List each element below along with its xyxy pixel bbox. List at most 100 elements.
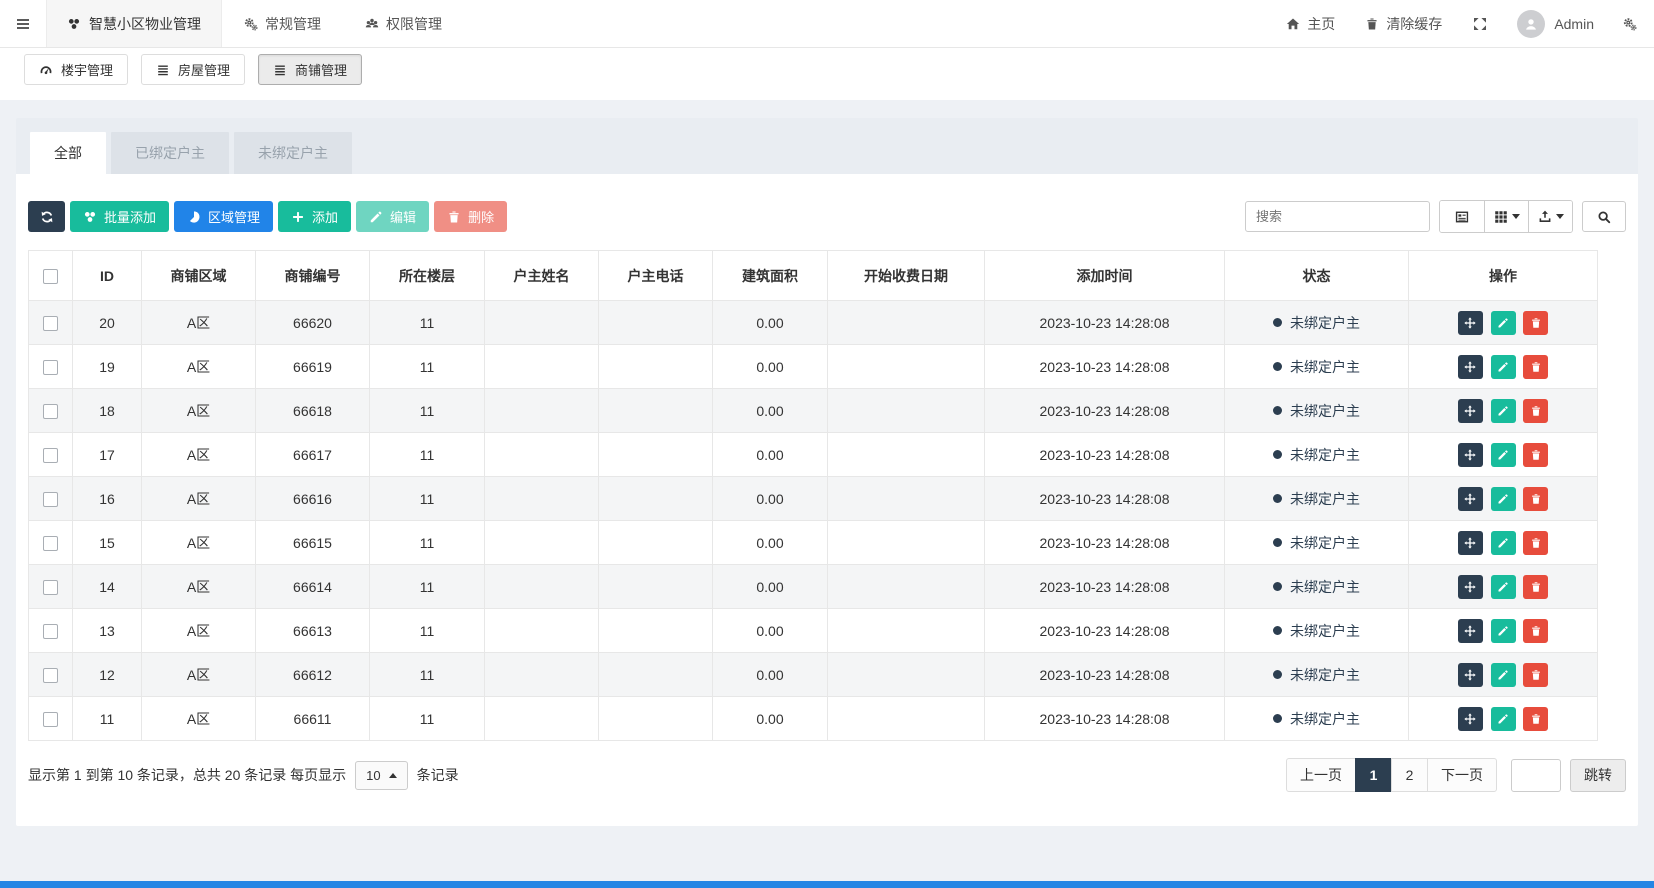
export-dropdown-button[interactable] — [1528, 201, 1572, 232]
settings-button[interactable] — [1608, 17, 1652, 31]
caret-down-icon — [1511, 214, 1520, 219]
refresh-button[interactable] — [28, 201, 65, 232]
row-delete-button[interactable] — [1523, 530, 1549, 555]
main-menu: 常规管理 权限管理 — [222, 0, 464, 47]
cell-owner-name — [484, 388, 599, 433]
move-arrows-icon — [1464, 449, 1476, 461]
cell-actions — [1408, 476, 1598, 521]
trash-icon — [1530, 317, 1542, 329]
row-edit-button[interactable] — [1490, 354, 1516, 379]
cell-build-area: 0.00 — [712, 344, 828, 389]
cell-build-area: 0.00 — [712, 476, 828, 521]
cell-actions — [1408, 520, 1598, 565]
pencil-icon — [1497, 493, 1509, 505]
row-edit-button[interactable] — [1490, 486, 1516, 511]
page-next-button[interactable]: 下一页 — [1427, 758, 1497, 792]
filter-tab-bound[interactable]: 已绑定户主 — [111, 132, 229, 174]
row-delete-button[interactable] — [1523, 662, 1549, 687]
module-tab-shop[interactable]: 商铺管理 — [258, 54, 363, 85]
row-checkbox[interactable] — [43, 579, 58, 595]
row-edit-button[interactable] — [1490, 706, 1516, 731]
row-bind-button[interactable] — [1457, 398, 1483, 423]
row-edit-button[interactable] — [1490, 618, 1516, 643]
cell-region: A区 — [141, 696, 256, 741]
select-all-checkbox[interactable] — [43, 268, 58, 284]
move-arrows-icon — [1464, 581, 1476, 593]
search-input[interactable] — [1245, 201, 1430, 232]
row-bind-button[interactable] — [1457, 310, 1483, 335]
page-1-button[interactable]: 1 — [1355, 758, 1392, 792]
row-delete-button[interactable] — [1523, 310, 1549, 335]
bottom-edge-bar — [0, 881, 1654, 888]
cell-build-area: 0.00 — [712, 388, 828, 433]
cell-charge-date — [827, 432, 985, 477]
row-edit-button[interactable] — [1490, 398, 1516, 423]
page-jump-button[interactable]: 跳转 — [1570, 758, 1626, 792]
page-jump-input[interactable] — [1511, 758, 1561, 792]
page-2-button[interactable]: 2 — [1391, 758, 1428, 792]
row-delete-button[interactable] — [1523, 574, 1549, 599]
row-checkbox[interactable] — [43, 491, 58, 507]
row-checkbox[interactable] — [43, 535, 58, 551]
row-checkbox[interactable] — [43, 403, 58, 419]
cell-status: 未绑定户主 — [1224, 564, 1409, 609]
column-header-floor: 所在楼层 — [369, 250, 485, 301]
menu-item-permission[interactable]: 权限管理 — [343, 0, 464, 47]
brand-menu-item[interactable]: 智慧小区物业管理 — [46, 0, 222, 47]
row-checkbox[interactable] — [43, 667, 58, 683]
row-bind-button[interactable] — [1457, 530, 1483, 555]
row-bind-button[interactable] — [1457, 442, 1483, 467]
cell-charge-date — [827, 564, 985, 609]
cell-actions — [1408, 344, 1598, 389]
sidebar-toggle-button[interactable] — [0, 0, 46, 47]
module-tab-house[interactable]: 房屋管理 — [141, 54, 246, 85]
row-delete-button[interactable] — [1523, 486, 1549, 511]
delete-button[interactable]: 删除 — [434, 201, 508, 232]
pagination: 上一页 1 2 下一页 跳转 — [1286, 758, 1626, 792]
row-bind-button[interactable] — [1457, 618, 1483, 643]
cell-floor: 11 — [369, 696, 485, 741]
search-button[interactable] — [1582, 201, 1626, 232]
menu-item-general[interactable]: 常规管理 — [222, 0, 343, 47]
row-delete-button[interactable] — [1523, 618, 1549, 643]
row-checkbox[interactable] — [43, 315, 58, 331]
module-tab-building[interactable]: 楼宇管理 — [24, 54, 129, 85]
row-checkbox[interactable] — [43, 359, 58, 375]
cell-build-area: 0.00 — [712, 608, 828, 653]
clear-cache-link[interactable]: 清除缓存 — [1350, 14, 1457, 34]
row-edit-button[interactable] — [1490, 310, 1516, 335]
filter-tab-unbound[interactable]: 未绑定户主 — [234, 132, 352, 174]
row-bind-button[interactable] — [1457, 486, 1483, 511]
row-delete-button[interactable] — [1523, 398, 1549, 423]
page-size-dropdown[interactable]: 10 — [355, 760, 408, 790]
detail-view-button[interactable] — [1440, 201, 1484, 232]
row-checkbox[interactable] — [43, 447, 58, 463]
row-edit-button[interactable] — [1490, 574, 1516, 599]
page-prev-button[interactable]: 上一页 — [1286, 758, 1356, 792]
edit-button[interactable]: 编辑 — [356, 201, 430, 232]
region-manage-button[interactable]: 区域管理 — [174, 201, 274, 232]
row-edit-button[interactable] — [1490, 530, 1516, 555]
row-delete-button[interactable] — [1523, 442, 1549, 467]
columns-dropdown-button[interactable] — [1484, 201, 1528, 232]
fullscreen-button[interactable] — [1457, 16, 1503, 32]
row-edit-button[interactable] — [1490, 442, 1516, 467]
row-delete-button[interactable] — [1523, 706, 1549, 731]
row-checkbox[interactable] — [43, 623, 58, 639]
detail-view-icon — [1455, 210, 1469, 224]
row-bind-button[interactable] — [1457, 662, 1483, 687]
batch-add-button[interactable]: 批量添加 — [70, 201, 170, 232]
row-bind-button[interactable] — [1457, 706, 1483, 731]
user-menu[interactable]: Admin — [1503, 9, 1608, 38]
filter-tab-all[interactable]: 全部 — [30, 132, 106, 174]
move-arrows-icon — [1464, 625, 1476, 637]
row-delete-button[interactable] — [1523, 354, 1549, 379]
home-link[interactable]: 主页 — [1271, 14, 1350, 34]
add-button[interactable]: 添加 — [278, 201, 352, 232]
row-bind-button[interactable] — [1457, 574, 1483, 599]
pagination-summary-suffix: 条记录 — [416, 767, 459, 783]
row-checkbox[interactable] — [43, 711, 58, 727]
pencil-icon — [1497, 361, 1509, 373]
row-edit-button[interactable] — [1490, 662, 1516, 687]
row-bind-button[interactable] — [1457, 354, 1483, 379]
